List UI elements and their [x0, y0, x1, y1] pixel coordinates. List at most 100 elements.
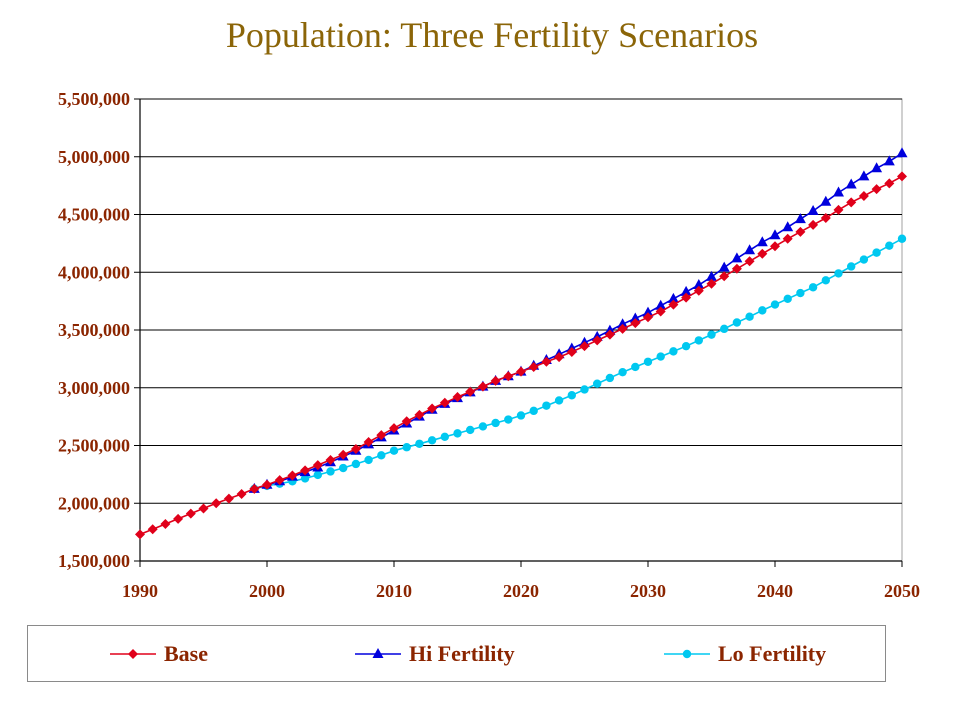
data-point-hi-fertility [807, 205, 819, 216]
data-point-base [287, 470, 298, 481]
data-point-hi-fertility [604, 324, 616, 335]
data-point-base [516, 366, 526, 377]
data-point-hi-fertility [833, 186, 844, 197]
data-point-base [262, 479, 272, 490]
data-point-base [401, 416, 412, 427]
data-point-base [236, 489, 247, 500]
data-point-base [325, 454, 336, 465]
x-tick-label: 1990 [122, 581, 158, 601]
data-point-base [897, 171, 907, 182]
data-point-lo-fertility [745, 312, 754, 321]
data-point-base [147, 524, 158, 535]
data-point-lo-fertility [593, 379, 602, 388]
data-point-base [782, 233, 793, 244]
data-point-base [185, 508, 196, 519]
data-point-base [554, 352, 565, 363]
data-point-lo-fertility [783, 294, 792, 304]
data-point-base [541, 356, 552, 367]
legend-marker-hi-fertility [372, 648, 384, 658]
data-point-base [300, 465, 311, 476]
data-point-lo-fertility [720, 324, 729, 334]
x-tick-label: 2010 [376, 581, 412, 601]
data-point-lo-fertility [897, 234, 907, 243]
y-tick-label: 5,500,000 [58, 89, 130, 109]
data-point-lo-fertility [885, 241, 894, 250]
data-point-hi-fertility [820, 195, 832, 206]
axes: 1,500,000 2,000,000 2,500,000 3,000,000 3,50… [58, 89, 920, 601]
data-point-base [135, 529, 145, 540]
data-point-base [376, 430, 387, 441]
data-point-base [503, 371, 514, 382]
data-point-hi-fertility [883, 155, 895, 166]
data-point-lo-fertility [466, 425, 475, 435]
data-point-base [655, 306, 666, 317]
data-point-base [312, 460, 323, 471]
data-point-base [363, 437, 374, 448]
data-point-hi-fertility [858, 170, 870, 181]
legend-swatch-hi-fertility [355, 648, 401, 658]
data-point-base [808, 219, 819, 230]
data-point-base [744, 256, 755, 267]
series-base [135, 171, 907, 540]
x-tick-label: 2000 [249, 581, 285, 601]
x-tick-label: 2040 [757, 581, 793, 601]
data-point-base [389, 423, 399, 434]
data-point-base [731, 263, 742, 274]
data-point-lo-fertility [631, 362, 640, 372]
legend-label: Base [164, 641, 208, 666]
series-lo-fertility [250, 234, 907, 494]
data-point-base [211, 498, 222, 509]
data-point-lo-fertility [808, 283, 818, 292]
data-point-base [249, 483, 260, 494]
data-point-base [414, 409, 425, 420]
data-point-base [439, 397, 450, 408]
data-point-base [566, 346, 577, 357]
legend: Base Hi Fertility Lo Fertility [27, 625, 886, 682]
y-tick-label: 3,500,000 [58, 320, 130, 340]
series-line-hi-fertility [254, 152, 903, 490]
data-point-lo-fertility [491, 418, 500, 428]
data-point-hi-fertility [718, 261, 730, 272]
data-point-hi-fertility [794, 213, 806, 224]
data-point-lo-fertility [504, 415, 513, 424]
data-point-lo-fertility [821, 276, 830, 285]
y-tick-label: 3,000,000 [58, 378, 130, 398]
data-point-base [579, 341, 590, 352]
data-point-lo-fertility [834, 269, 843, 278]
data-point-hi-fertility [744, 244, 756, 255]
data-point-lo-fertility [377, 451, 386, 460]
x-tick-label: 2020 [503, 581, 539, 601]
data-point-hi-fertility [756, 236, 768, 247]
series-hi-fertility [248, 147, 908, 493]
data-point-base [668, 299, 679, 310]
data-point-base [719, 271, 730, 282]
data-point-lo-fertility [529, 406, 538, 416]
data-point-lo-fertility [389, 446, 399, 455]
data-point-lo-fertility [415, 439, 424, 448]
y-tick-label: 4,000,000 [58, 262, 130, 282]
data-point-hi-fertility [642, 306, 654, 317]
data-point-base [820, 212, 831, 223]
data-point-base [858, 191, 869, 202]
y-tick-label: 1,500,000 [58, 551, 130, 571]
data-point-base [617, 323, 628, 334]
data-point-base [452, 391, 463, 402]
x-tick-label: 2030 [630, 581, 666, 601]
data-point-base [681, 292, 692, 303]
y-tick-label: 5,000,000 [58, 147, 130, 167]
data-point-base [427, 403, 438, 414]
legend-swatch-lo-fertility [664, 649, 710, 659]
data-point-base [528, 361, 539, 372]
data-point-lo-fertility [605, 373, 615, 383]
data-point-lo-fertility [656, 352, 665, 361]
data-point-lo-fertility [364, 455, 373, 465]
data-point-base [223, 493, 234, 504]
data-point-base [884, 178, 895, 189]
data-point-lo-fertility [440, 432, 449, 442]
data-point-base [693, 285, 704, 296]
data-point-hi-fertility [617, 318, 629, 329]
legend-label: Lo Fertility [718, 641, 827, 666]
data-point-lo-fertility [339, 463, 348, 473]
data-point-hi-fertility [871, 162, 883, 173]
data-point-base [490, 375, 501, 386]
